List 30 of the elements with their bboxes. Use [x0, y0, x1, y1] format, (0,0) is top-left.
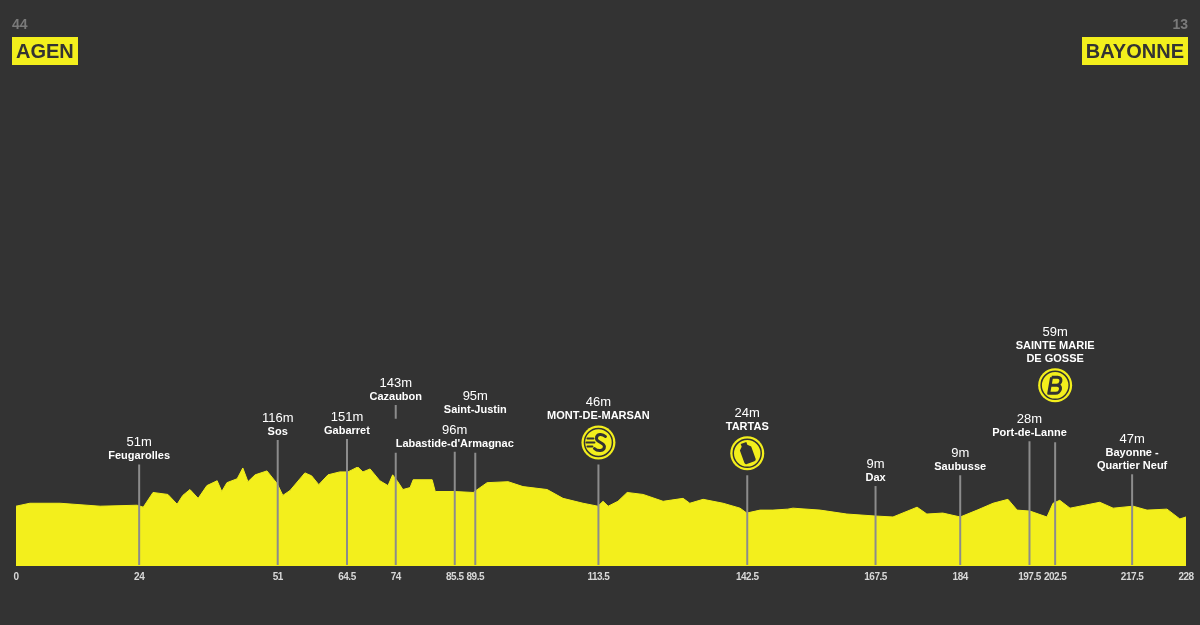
x-tick-label: 51 — [272, 571, 284, 583]
x-tick-label: 202.5 — [1043, 571, 1068, 583]
x-tick-label: 184 — [952, 571, 969, 583]
text: 24m TARTAS — [725, 405, 769, 433]
text: 46m MONT-DE-MARSAN — [547, 394, 650, 422]
x-tick-label: 0 — [13, 571, 20, 583]
text: 59m SAINTE MARIE DE GOSSE — [1015, 324, 1095, 365]
text: 96m Labastide-d'Armagnac — [395, 421, 514, 449]
text: 116m Sos — [261, 409, 294, 437]
annotation: 9m Dax — [865, 456, 887, 484]
x-tick-label: 113.5 — [587, 571, 611, 583]
x-tick-label: 64.5 — [338, 571, 357, 583]
text: 13 BAYONNE — [1084, 16, 1188, 64]
annotation: 9m Saubusse — [934, 445, 987, 473]
x-tick-label: 217.5 — [1120, 571, 1145, 583]
x-tick-label: 24 — [134, 571, 146, 583]
x-tick-label: 89.5 — [466, 571, 485, 583]
x-tick-label: 85.5 — [446, 571, 465, 583]
x-tick-label: 228 — [1178, 571, 1195, 583]
annotation: 47m Bayonne - Quartier Neuf — [1096, 431, 1168, 472]
text: 151m Gabarret — [324, 409, 371, 436]
x-tick-label: 142.5 — [735, 571, 760, 583]
text: 51m Feugarolles — [108, 434, 171, 462]
x-tick-label: 197.5 — [1018, 571, 1042, 583]
text: 44 AGEN — [12, 16, 75, 64]
text: 143m Cazaubon — [369, 375, 423, 402]
text: 95m Saint-Justin — [443, 387, 508, 415]
text: 28m Port-de-Lanne — [992, 411, 1067, 439]
x-tick-label: 167.5 — [864, 571, 888, 583]
x-tick-label: 74 — [390, 571, 402, 583]
